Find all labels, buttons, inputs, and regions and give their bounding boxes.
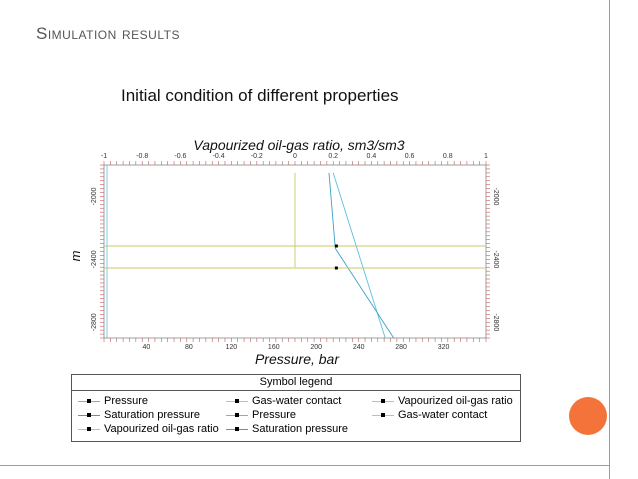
top-tick-label: 0 xyxy=(293,153,297,160)
y-tick-label-right: -2000 xyxy=(492,188,499,206)
accent-circle xyxy=(569,397,607,435)
legend-divider xyxy=(72,390,520,391)
bottom-tick-label: 120 xyxy=(225,344,237,351)
bottom-tick-label: 40 xyxy=(143,344,151,351)
plot-area xyxy=(103,164,487,339)
top-tick-label: 0.4 xyxy=(367,153,377,160)
y-axis-title: m xyxy=(68,250,83,261)
series-line-1 xyxy=(328,172,395,339)
bottom-tick-label: 80 xyxy=(185,344,193,351)
slide-title: Simulation results xyxy=(36,24,180,43)
top-tick-label: -0.2 xyxy=(251,153,263,160)
top-tick-label: 0.6 xyxy=(405,153,415,160)
top-tick-label: -1 xyxy=(101,153,107,160)
top-axis-title: Vapourized oil-gas ratio, sm3/sm3 xyxy=(193,137,404,153)
legend-title: Symbol legend xyxy=(259,376,333,388)
y-tick-label-right: -2400 xyxy=(492,250,499,268)
top-tick-label: 0.2 xyxy=(328,153,338,160)
slide-frame-bottom xyxy=(0,465,610,466)
y-tick-label-left: -2400 xyxy=(91,250,98,268)
bottom-tick-label: 280 xyxy=(395,344,407,351)
bottom-axis-title: Pressure, bar xyxy=(255,351,340,367)
contact-marker-1 xyxy=(334,266,338,270)
top-tick-label: 1 xyxy=(484,153,488,160)
top-tick-label: -0.8 xyxy=(136,153,148,160)
bottom-tick-label: 320 xyxy=(438,344,450,351)
bottom-tick-label: 160 xyxy=(268,344,280,351)
top-tick-label: 0.8 xyxy=(443,153,453,160)
y-tick-label-left: -2000 xyxy=(91,187,98,205)
bottom-tick-label: 240 xyxy=(353,344,365,351)
chart-subtitle: Initial condition of different propertie… xyxy=(121,86,399,105)
y-tick-label-right: -2800 xyxy=(492,313,499,331)
y-tick-label-left: -2800 xyxy=(91,313,98,331)
contact-marker-0 xyxy=(334,244,338,248)
top-tick-label: -0.4 xyxy=(213,153,225,160)
series-line-0 xyxy=(332,172,386,339)
slide-frame-right xyxy=(609,0,610,479)
bottom-tick-label: 200 xyxy=(310,344,322,351)
top-tick-label: -0.6 xyxy=(174,153,186,160)
symbol-legend: Symbol legend Pressure Gas-water contact… xyxy=(71,374,521,442)
